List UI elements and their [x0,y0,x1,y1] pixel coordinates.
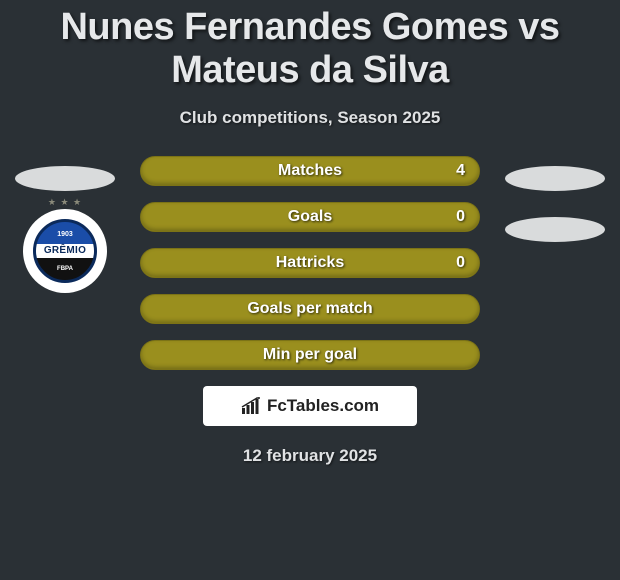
crest-sub: FBPA [57,266,73,272]
stat-row-goals-per-match: Goals per match [140,294,480,324]
club-crest-right-placeholder [505,217,605,242]
stat-label: Hattricks [276,254,344,272]
player-right-photo-placeholder [505,166,605,191]
stat-label: Goals per match [247,300,372,318]
stat-value: 0 [456,254,465,272]
stat-row-hattricks: Hattricks 0 [140,248,480,278]
bar-chart-icon [241,397,263,415]
player-left-photo-placeholder [15,166,115,191]
date-label: 12 february 2025 [140,446,480,466]
club-crest-left: ★ ★ ★ 1903 GRÊMIO FBPA [23,209,107,293]
stat-value: 4 [456,162,465,180]
brand-text: FcTables.com [267,396,379,416]
stat-label: Goals [288,208,332,226]
crest-stars-icon: ★ ★ ★ [48,197,82,208]
comparison-panel: ★ ★ ★ 1903 GRÊMIO FBPA Matches 4 Goals 0… [0,156,620,466]
brand-box: FcTables.com [203,386,417,426]
stats-column: Matches 4 Goals 0 Hattricks 0 Goals per … [140,156,480,466]
page-title: Nunes Fernandes Gomes vs Mateus da Silva [0,0,620,92]
stat-row-min-per-goal: Min per goal [140,340,480,370]
subtitle: Club competitions, Season 2025 [0,108,620,128]
stat-row-matches: Matches 4 [140,156,480,186]
crest-inner: 1903 GRÊMIO FBPA [33,219,97,283]
stat-row-goals: Goals 0 [140,202,480,232]
stat-label: Min per goal [263,346,357,364]
left-player-column: ★ ★ ★ 1903 GRÊMIO FBPA [10,156,120,293]
right-player-column [500,156,610,260]
crest-name: GRÊMIO [44,246,86,256]
crest-year: 1903 [57,231,73,238]
stat-label: Matches [278,162,342,180]
stat-value: 0 [456,208,465,226]
